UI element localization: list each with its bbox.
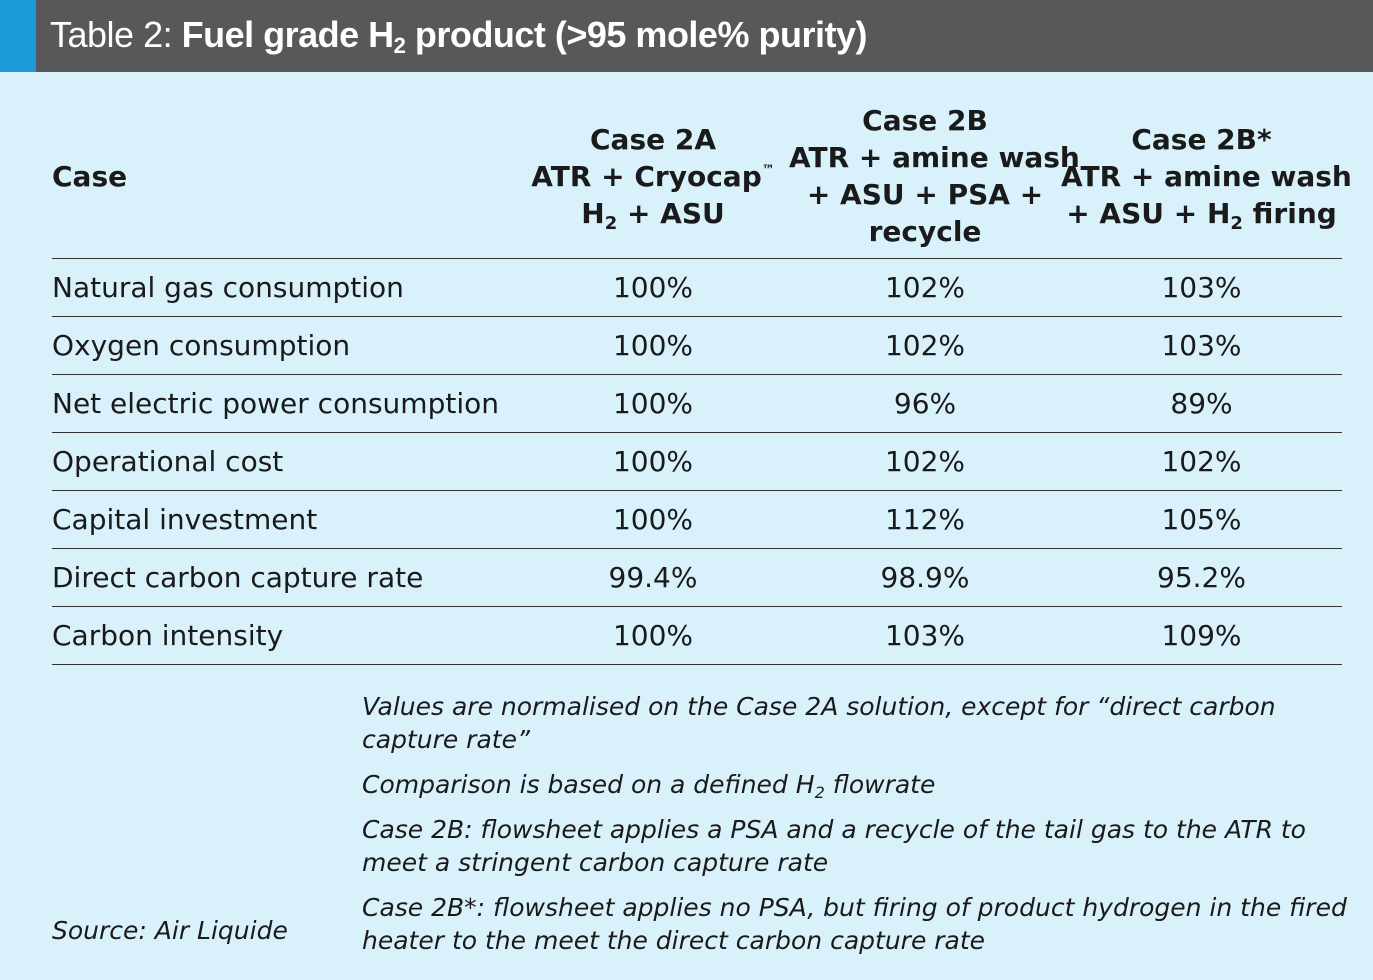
header-2a-line3-pre: H <box>581 196 605 230</box>
note-flowrate-sub: 2 <box>814 783 825 802</box>
title-main-post: product (>95 mole% purity) <box>405 14 868 55</box>
header-case-2b-star: Case 2B* ATR + amine wash + ASU + H2 fir… <box>1061 94 1352 259</box>
cell-value: 102% <box>789 316 1061 375</box>
header-case: Case <box>52 94 517 259</box>
header-2a-line2-text: ATR + Cryocap <box>531 159 762 193</box>
header-2a-line3: H2 + ASU <box>517 195 789 234</box>
header-2bs-line3-sub: 2 <box>1230 212 1243 234</box>
row-label: Capital investment <box>52 490 517 549</box>
row-label: Operational cost <box>52 432 517 491</box>
trademark-symbol: ™ <box>761 162 775 178</box>
cell-value: 105% <box>1061 490 1342 549</box>
cell-value: 98.9% <box>789 548 1061 607</box>
cell-value: 103% <box>1061 316 1342 375</box>
header-2a-line3-sub: 2 <box>604 212 618 234</box>
comparison-table: Case Case 2A ATR + Cryocap™ H2 + ASU Cas… <box>52 94 1352 665</box>
table-row: Net electric power consumption 100% 96% … <box>52 374 1342 433</box>
header-2bs-line2: ATR + amine wash <box>1061 159 1352 193</box>
cell-value: 102% <box>789 258 1061 317</box>
title-accent-stripe <box>0 0 36 72</box>
header-2bs-line3: + ASU + H2 firing <box>1061 195 1342 234</box>
row-label: Carbon intensity <box>52 606 517 665</box>
cell-value: 109% <box>1061 606 1342 665</box>
title-lead: Table 2: <box>50 14 182 55</box>
cell-value: 103% <box>1061 258 1342 317</box>
cell-value: 102% <box>789 432 1061 491</box>
header-2a-line2: ATR + Cryocap™ <box>517 158 789 195</box>
header-row: Case Case 2A ATR + Cryocap™ H2 + ASU Cas… <box>52 94 1352 259</box>
note-case-2b-star: Case 2B*: flowsheet applies no PSA, but … <box>362 893 1347 955</box>
table-row: Direct carbon capture rate 99.4% 98.9% 9… <box>52 548 1342 607</box>
header-2bs-line1: Case 2B* <box>1131 122 1272 156</box>
header-case-2b: Case 2B ATR + amine wash + ASU + PSA + r… <box>789 94 1080 259</box>
table-row: Natural gas consumption 100% 102% 103% <box>52 258 1342 317</box>
row-label: Direct carbon capture rate <box>52 548 517 607</box>
row-label: Natural gas consumption <box>52 258 517 317</box>
table-title: Table 2: Fuel grade H2 product (>95 mole… <box>50 14 868 58</box>
table-row: Capital investment 100% 112% 105% <box>52 490 1342 549</box>
row-label: Net electric power consumption <box>52 374 517 433</box>
cell-value: 100% <box>517 374 789 433</box>
title-main-pre: Fuel grade H <box>181 14 395 55</box>
cell-value: 99.4% <box>517 548 789 607</box>
cell-value: 100% <box>517 490 789 549</box>
cell-value: 102% <box>1061 432 1342 491</box>
header-2bs-line3-pre: + ASU + H <box>1066 196 1231 230</box>
note-flowrate: Comparison is based on a defined H2 flow… <box>362 768 1352 801</box>
header-2a-line1: Case 2A <box>590 122 716 156</box>
cell-value: 100% <box>517 258 789 317</box>
header-2b-line3: + ASU + PSA + <box>806 178 1044 211</box>
cell-value: 103% <box>789 606 1061 665</box>
table-row: Oxygen consumption 100% 102% 103% <box>52 316 1342 375</box>
header-case-2a: Case 2A ATR + Cryocap™ H2 + ASU <box>517 94 789 259</box>
cell-value: 95.2% <box>1061 548 1342 607</box>
note-flowrate-post: flowrate <box>824 770 936 799</box>
cell-value: 96% <box>789 374 1061 433</box>
title-main-sub: 2 <box>393 33 406 58</box>
cell-value: 100% <box>517 606 789 665</box>
note-normalisation: Values are normalised on the Case 2A sol… <box>362 692 1276 754</box>
note-case-2b: Case 2B: flowsheet applies a PSA and a r… <box>362 815 1306 877</box>
cell-value: 100% <box>517 432 789 491</box>
table-row: Carbon intensity 100% 103% 109% <box>52 606 1342 665</box>
table-row: Operational cost 100% 102% 102% <box>52 432 1342 491</box>
source-credit: Source: Air Liquide <box>52 916 288 945</box>
row-label: Oxygen consumption <box>52 316 517 375</box>
note-flowrate-pre: Comparison is based on a defined H <box>362 770 815 799</box>
header-2a-line3-post: + ASU <box>617 196 725 230</box>
header-2b-line4: recycle <box>868 215 982 248</box>
header-2b-line1: Case 2B <box>862 104 988 137</box>
header-2b-line2: ATR + amine wash <box>789 141 1080 174</box>
cell-value: 89% <box>1061 374 1342 433</box>
title-main: Fuel grade H2 product (>95 mole% purity) <box>181 14 868 58</box>
table-notes: Values are normalised on the Case 2A sol… <box>362 690 1352 969</box>
title-bar: Table 2: Fuel grade H2 product (>95 mole… <box>0 0 1373 72</box>
cell-value: 100% <box>517 316 789 375</box>
header-2bs-line3-post: firing <box>1242 196 1337 230</box>
cell-value: 112% <box>789 490 1061 549</box>
